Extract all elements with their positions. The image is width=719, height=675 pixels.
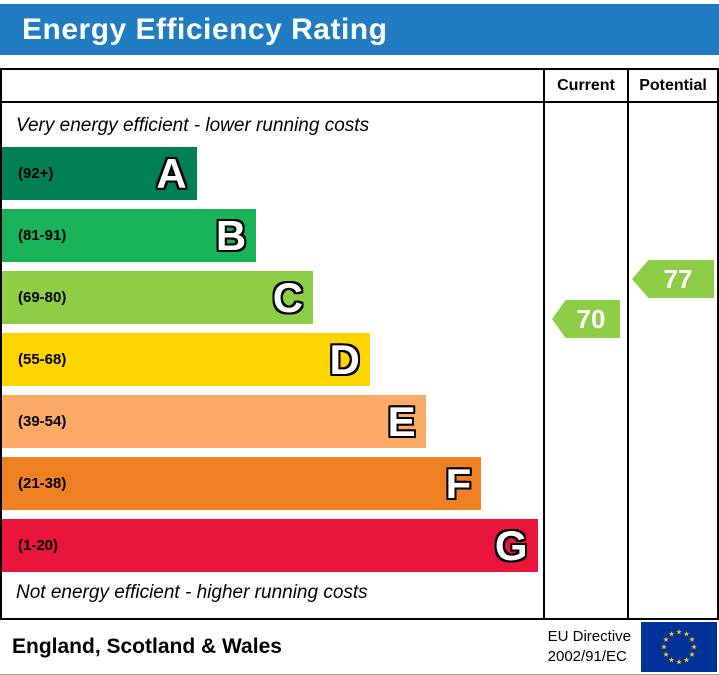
potential-rating-value: 77: [663, 263, 693, 294]
bars: (92+) A (81-91) B (69-80) C (55-68) D (3…: [2, 147, 543, 572]
band-bar-c: (69-80) C: [2, 271, 314, 324]
eu-directive-line1: EU Directive: [547, 627, 631, 645]
note-top: Very energy efficient - lower running co…: [16, 115, 370, 136]
band-bar-e: (39-54) E: [2, 395, 426, 448]
current-column: 70: [543, 103, 627, 618]
note-bottom: Not energy efficient - higher running co…: [16, 582, 368, 603]
bands-area: Very energy efficient - lower running co…: [2, 103, 543, 618]
band-range-label: (55-68): [18, 351, 67, 368]
band-range-label: (81-91): [18, 227, 67, 244]
rating-chart: Current Potential Very energy efficient …: [0, 68, 719, 620]
potential-rating-arrow: 77: [632, 260, 714, 298]
eu-directive-line2: 2002/91/EC: [547, 648, 627, 665]
band-letter: A: [156, 149, 187, 197]
footer-right: EU Directive 2002/91/EC: [548, 622, 717, 672]
potential-column: 77: [627, 103, 717, 618]
band-bar-a: (92+) A: [2, 147, 197, 200]
band-letter: G: [494, 521, 528, 569]
page-title: Energy Efficiency Rating: [22, 12, 388, 46]
region-label: England, Scotland & Wales: [12, 635, 282, 658]
band-bar-f: (21-38) F: [2, 457, 482, 510]
band-range-label: (92+): [18, 165, 54, 182]
band-bar-g: (1-20) G: [2, 519, 538, 572]
title-bar: Energy Efficiency Rating: [0, 4, 719, 55]
band-bar-b: (81-91) B: [2, 209, 257, 262]
band-bar-d: (55-68) D: [2, 333, 370, 386]
band-letter: C: [272, 273, 304, 321]
band-range-label: (1-20): [18, 537, 59, 554]
band-range-label: (69-80): [18, 289, 67, 306]
band-range-label: (21-38): [18, 475, 67, 492]
current-rating-value: 70: [576, 303, 606, 334]
band-letter: E: [387, 397, 416, 445]
current-rating-arrow: 70: [552, 300, 620, 338]
eu-flag: [641, 622, 717, 672]
footer: England, Scotland & Wales EU Directive 2…: [0, 620, 719, 675]
potential-column-header: Potential: [627, 70, 717, 103]
chart-header-spacer: [2, 70, 543, 103]
current-column-header: Current: [543, 70, 627, 103]
band-range-label: (39-54): [18, 413, 67, 430]
band-letter: B: [215, 211, 247, 259]
band-letter: F: [445, 459, 472, 507]
band-letter: D: [329, 335, 360, 383]
eu-directive-label: EU Directive 2002/91/EC: [548, 627, 631, 668]
